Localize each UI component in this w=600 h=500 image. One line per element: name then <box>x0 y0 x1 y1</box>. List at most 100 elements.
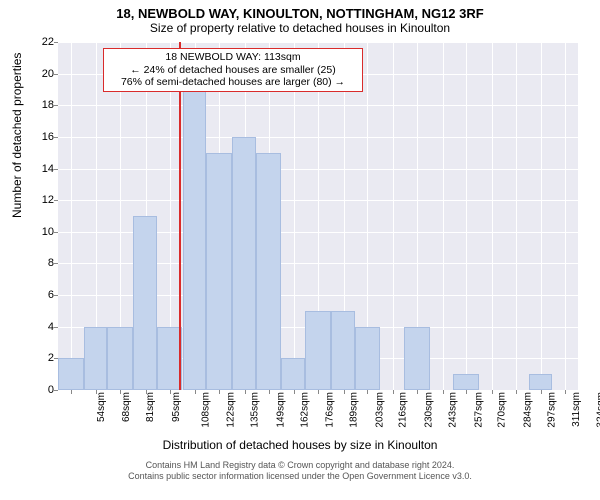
x-tick-mark <box>170 390 171 394</box>
annotation-line-3: 76% of semi-detached houses are larger (… <box>110 76 356 89</box>
x-tick-mark <box>294 390 295 394</box>
x-tick-label: 68sqm <box>121 392 132 422</box>
histogram-bar <box>183 58 207 390</box>
x-tick-mark <box>466 390 467 394</box>
x-tick-label: 284sqm <box>523 392 534 428</box>
x-tick-label: 311sqm <box>571 392 582 427</box>
y-tick-label: 20 <box>14 68 54 80</box>
x-tick-label: 203sqm <box>374 392 385 428</box>
x-tick-mark <box>120 390 121 394</box>
grid-line-v <box>516 42 517 390</box>
grid-line-v <box>565 42 566 390</box>
x-tick-mark <box>541 390 542 394</box>
x-tick-mark <box>318 390 319 394</box>
y-tick-label: 22 <box>14 36 54 48</box>
histogram-bar <box>206 153 232 390</box>
y-tick-label: 2 <box>14 352 54 364</box>
y-tick-mark <box>54 358 58 359</box>
x-tick-mark <box>146 390 147 394</box>
chart-title-sub: Size of property relative to detached ho… <box>0 21 600 37</box>
grid-line-v <box>492 42 493 390</box>
grid-line-v <box>541 42 542 390</box>
x-tick-label: 135sqm <box>250 392 261 428</box>
x-tick-mark <box>219 390 220 394</box>
annotation-line-2: ← 24% of detached houses are smaller (25… <box>110 64 356 77</box>
x-tick-label: 176sqm <box>325 392 336 428</box>
histogram-bar <box>281 358 305 390</box>
grid-line-v <box>393 42 394 390</box>
x-tick-mark <box>344 390 345 394</box>
y-tick-mark <box>54 42 58 43</box>
y-tick-label: 14 <box>14 163 54 175</box>
y-tick-mark <box>54 137 58 138</box>
footer-line-1: Contains HM Land Registry data © Crown c… <box>0 460 600 471</box>
x-tick-mark <box>367 390 368 394</box>
chart-container: 18, NEWBOLD WAY, KINOULTON, NOTTINGHAM, … <box>0 0 600 500</box>
y-tick-mark <box>54 295 58 296</box>
x-axis-label: Distribution of detached houses by size … <box>0 438 600 452</box>
x-tick-mark <box>269 390 270 394</box>
y-tick-mark <box>54 327 58 328</box>
histogram-bar <box>256 153 282 390</box>
y-tick-mark <box>54 105 58 106</box>
y-tick-mark <box>54 74 58 75</box>
x-tick-label: 122sqm <box>226 392 237 428</box>
x-tick-label: 162sqm <box>299 392 310 428</box>
histogram-bar <box>58 358 84 390</box>
y-tick-label: 10 <box>14 226 54 238</box>
annotation-box: 18 NEWBOLD WAY: 113sqm ← 24% of detached… <box>103 48 363 92</box>
y-tick-label: 16 <box>14 131 54 143</box>
y-tick-label: 4 <box>14 321 54 333</box>
x-tick-label: 324sqm <box>596 392 600 428</box>
x-tick-label: 149sqm <box>275 392 286 428</box>
x-tick-mark <box>443 390 444 394</box>
x-tick-label: 54sqm <box>96 392 107 422</box>
grid-line-v <box>466 42 467 390</box>
x-tick-label: 216sqm <box>398 392 409 428</box>
y-tick-mark <box>54 200 58 201</box>
annotation-line-1: 18 NEWBOLD WAY: 113sqm <box>110 51 356 64</box>
y-tick-mark <box>54 232 58 233</box>
grid-line-v <box>294 42 295 390</box>
x-tick-mark <box>516 390 517 394</box>
histogram-bar <box>133 216 157 390</box>
property-marker-line <box>179 42 181 390</box>
footer: Contains HM Land Registry data © Crown c… <box>0 460 600 482</box>
x-tick-mark <box>393 390 394 394</box>
x-tick-label: 297sqm <box>546 392 557 428</box>
x-tick-mark <box>195 390 196 394</box>
y-tick-mark <box>54 263 58 264</box>
histogram-bar <box>331 311 355 390</box>
x-tick-label: 243sqm <box>447 392 458 428</box>
plot-area <box>58 42 578 390</box>
histogram-bar <box>84 327 108 390</box>
histogram-bar <box>529 374 553 390</box>
y-tick-mark <box>54 390 58 391</box>
x-tick-mark <box>96 390 97 394</box>
x-tick-label: 257sqm <box>473 392 484 428</box>
y-tick-label: 18 <box>14 99 54 111</box>
chart-title-main: 18, NEWBOLD WAY, KINOULTON, NOTTINGHAM, … <box>0 0 600 21</box>
x-tick-mark <box>245 390 246 394</box>
y-tick-mark <box>54 169 58 170</box>
x-tick-mark <box>417 390 418 394</box>
y-tick-label: 12 <box>14 194 54 206</box>
histogram-bar <box>355 327 381 390</box>
histogram-bar <box>107 327 133 390</box>
x-tick-label: 81sqm <box>145 392 156 422</box>
x-tick-mark <box>71 390 72 394</box>
x-tick-label: 230sqm <box>424 392 435 428</box>
x-tick-label: 270sqm <box>497 392 508 428</box>
histogram-bar <box>305 311 331 390</box>
histogram-bar <box>404 327 430 390</box>
x-tick-label: 95sqm <box>171 392 182 422</box>
histogram-bar <box>232 137 256 390</box>
histogram-bar <box>453 374 479 390</box>
x-tick-mark <box>492 390 493 394</box>
x-tick-mark <box>565 390 566 394</box>
x-tick-label: 108sqm <box>200 392 211 428</box>
y-tick-label: 6 <box>14 289 54 301</box>
y-tick-label: 0 <box>14 384 54 396</box>
grid-line-v <box>443 42 444 390</box>
footer-line-2: Contains public sector information licen… <box>0 471 600 482</box>
